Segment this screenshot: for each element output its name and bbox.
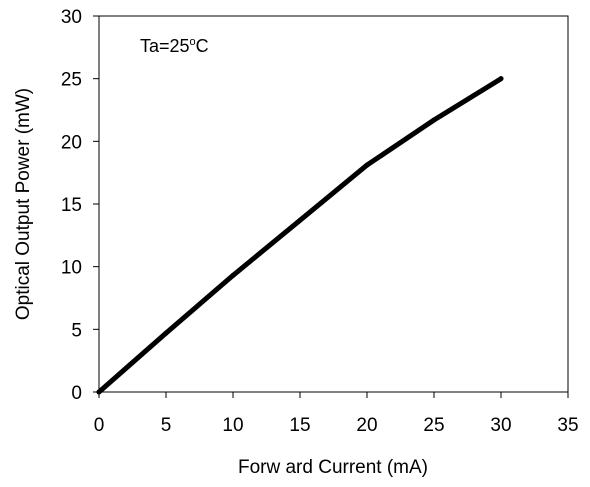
x-tick-label: 20 [356, 415, 377, 436]
data-point [96, 389, 102, 395]
x-tick-label: 10 [222, 415, 243, 436]
y-tick-label: 30 [61, 7, 82, 28]
x-tick-label: 0 [94, 415, 105, 436]
data-point [297, 217, 303, 223]
y-tick-label: 5 [71, 320, 82, 341]
y-axis-ticks: 0 5 10 15 20 25 30 [61, 7, 99, 404]
series-group [96, 76, 504, 395]
x-tick-label: 30 [490, 415, 511, 436]
plot-area [98, 15, 569, 393]
y-tick-label: 20 [61, 132, 82, 153]
data-point [431, 117, 437, 123]
series-line [96, 76, 504, 395]
annotation-degree-sup: o [190, 36, 196, 48]
annotation-temperature: Ta=25oC [140, 36, 209, 56]
data-point [163, 330, 169, 336]
x-axis-label: Forw ard Current (mA) [238, 457, 428, 478]
data-point [364, 162, 370, 168]
data-point [498, 76, 504, 82]
y-tick-label: 0 [71, 383, 82, 404]
y-tick-label: 15 [61, 195, 82, 216]
y-tick-label: 10 [61, 258, 82, 279]
x-tick-label: 35 [557, 415, 578, 436]
y-tick-label: 25 [61, 70, 82, 91]
data-point [230, 272, 236, 278]
x-axis-ticks: 0 5 10 15 20 25 30 35 [94, 392, 579, 436]
x-tick-label: 25 [423, 415, 444, 436]
y-axis-label: Optical Output Power (mW) [13, 88, 34, 320]
x-tick-label: 5 [161, 415, 172, 436]
x-tick-label: 15 [289, 415, 310, 436]
